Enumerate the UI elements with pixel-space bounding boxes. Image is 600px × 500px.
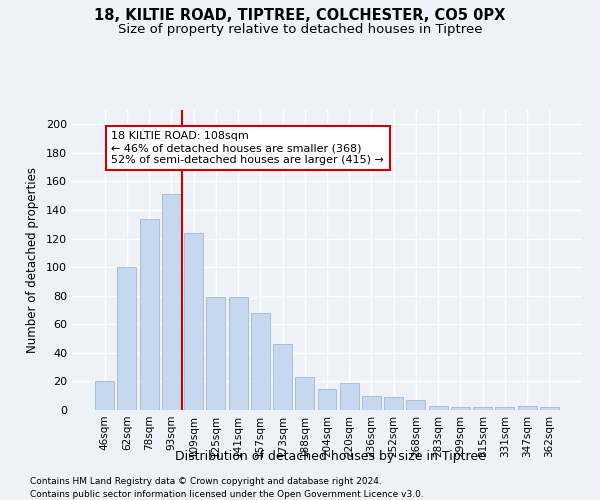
Y-axis label: Number of detached properties: Number of detached properties — [26, 167, 39, 353]
Bar — [229, 297, 248, 410]
Bar — [406, 400, 425, 410]
Bar — [118, 267, 136, 410]
Text: Distribution of detached houses by size in Tiptree: Distribution of detached houses by size … — [175, 450, 485, 463]
Bar — [451, 407, 470, 410]
Bar — [273, 344, 292, 410]
Text: 18 KILTIE ROAD: 108sqm
← 46% of detached houses are smaller (368)
52% of semi-de: 18 KILTIE ROAD: 108sqm ← 46% of detached… — [112, 132, 384, 164]
Text: Contains public sector information licensed under the Open Government Licence v3: Contains public sector information licen… — [30, 490, 424, 499]
Bar — [184, 233, 203, 410]
Bar — [206, 297, 225, 410]
Bar — [162, 194, 181, 410]
Bar — [251, 313, 270, 410]
Bar — [518, 406, 536, 410]
Bar — [340, 383, 359, 410]
Bar — [540, 407, 559, 410]
Bar — [473, 407, 492, 410]
Bar — [384, 397, 403, 410]
Bar — [362, 396, 381, 410]
Text: 18, KILTIE ROAD, TIPTREE, COLCHESTER, CO5 0PX: 18, KILTIE ROAD, TIPTREE, COLCHESTER, CO… — [94, 8, 506, 22]
Bar — [429, 406, 448, 410]
Bar — [95, 382, 114, 410]
Bar — [140, 218, 158, 410]
Bar — [496, 407, 514, 410]
Text: Size of property relative to detached houses in Tiptree: Size of property relative to detached ho… — [118, 22, 482, 36]
Bar — [295, 377, 314, 410]
Bar — [317, 388, 337, 410]
Text: Contains HM Land Registry data © Crown copyright and database right 2024.: Contains HM Land Registry data © Crown c… — [30, 478, 382, 486]
